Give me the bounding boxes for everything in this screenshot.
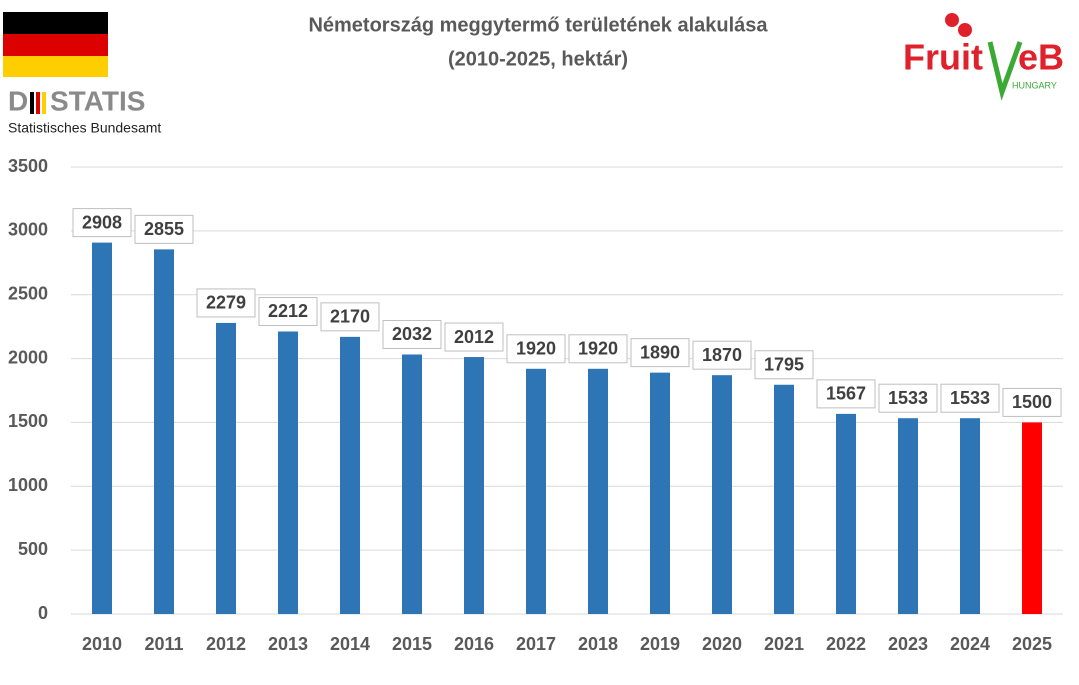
y-tick-label: 1000 (8, 475, 48, 495)
bar (92, 242, 112, 614)
data-label-box (878, 383, 938, 413)
bar (836, 413, 856, 614)
chart-title: Németország meggytermő területének alaku… (308, 14, 768, 36)
x-tick-label: 2020 (702, 634, 742, 654)
x-tick-label: 2015 (392, 634, 432, 654)
x-tick-label: 2010 (82, 634, 122, 654)
y-tick-label: 0 (38, 603, 48, 623)
data-label: 1500 (1012, 392, 1052, 412)
data-label-box (320, 302, 380, 332)
y-tick-label: 2000 (8, 347, 48, 367)
data-label: 1795 (764, 355, 804, 375)
y-tick-label: 3000 (8, 220, 48, 240)
bar (402, 354, 422, 614)
data-label: 2170 (330, 307, 370, 327)
data-label-box (196, 288, 256, 318)
bar (774, 384, 794, 614)
brand-text-start: Fruit (903, 37, 983, 78)
logo-wordmark-end: STATIS (50, 85, 145, 116)
bar (154, 249, 174, 614)
y-tick-label: 2500 (8, 283, 48, 303)
data-label: 2032 (392, 324, 432, 344)
data-label-box (258, 296, 318, 326)
bar (712, 375, 732, 614)
data-label-box (506, 334, 566, 364)
brand-logo: Fruit eB HUNGARY (903, 13, 1064, 101)
data-label: 1567 (826, 384, 866, 404)
bar (898, 418, 918, 614)
bar (588, 368, 608, 614)
data-label: 2212 (268, 301, 308, 321)
data-label-box (754, 350, 814, 380)
data-label: 1890 (640, 342, 680, 362)
bar (650, 372, 670, 614)
data-label-box (568, 334, 628, 364)
x-tick-label: 2021 (764, 634, 804, 654)
bar (526, 368, 546, 614)
data-label: 1533 (888, 388, 928, 408)
logo-name: Statistisches Bundesamt (8, 120, 161, 136)
bar (278, 331, 298, 614)
x-tick-label: 2012 (206, 634, 246, 654)
data-label: 2012 (454, 327, 494, 347)
data-label: 2279 (206, 293, 246, 313)
data-label: 2908 (82, 212, 122, 232)
x-tick-label: 2014 (330, 634, 370, 654)
data-label-box (382, 319, 442, 349)
brand-v (987, 41, 1023, 101)
data-label: 1920 (516, 339, 556, 359)
data-label-box (940, 383, 1000, 413)
brand-country: HUNGARY (1012, 80, 1057, 90)
data-label-box (816, 379, 876, 409)
x-tick-label: 2011 (144, 634, 183, 654)
x-tick-label: 2025 (1012, 634, 1052, 654)
data-label-box (72, 208, 132, 238)
x-tick-label: 2019 (640, 634, 680, 654)
data-label: 1533 (950, 388, 990, 408)
data-label-box (1002, 387, 1062, 417)
x-tick-label: 2013 (268, 634, 308, 654)
bar (464, 357, 484, 614)
data-label-box (444, 322, 504, 352)
flag (3, 12, 108, 77)
bar (216, 322, 236, 614)
logo-wordmark-start: D (8, 85, 28, 116)
data-label-box (692, 340, 752, 370)
data-label-box (630, 338, 690, 368)
data-label-box (134, 214, 194, 244)
data-label: 1920 (578, 339, 618, 359)
bar (960, 418, 980, 614)
data-label: 2855 (144, 219, 184, 239)
bar (340, 336, 360, 614)
brand-text-end: eB (1018, 37, 1064, 78)
logo-bars (30, 92, 46, 114)
data-label: 1870 (702, 345, 742, 365)
x-tick-label: 2023 (888, 634, 928, 654)
y-tick-label: 1500 (8, 411, 48, 431)
y-tick-label: 3500 (8, 156, 48, 176)
y-tick-label: 500 (18, 539, 48, 559)
x-tick-label: 2022 (826, 634, 866, 654)
x-tick-label: 2016 (454, 634, 494, 654)
bar (1022, 422, 1042, 614)
x-tick-label: 2018 (578, 634, 618, 654)
chart-subtitle: (2010-2025, hektár) (448, 48, 628, 70)
x-tick-label: 2024 (950, 634, 990, 654)
x-tick-label: 2017 (516, 634, 556, 654)
